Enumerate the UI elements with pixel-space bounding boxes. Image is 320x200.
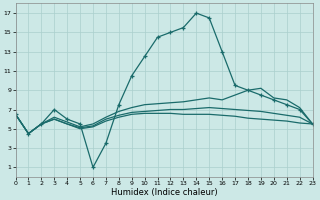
- X-axis label: Humidex (Indice chaleur): Humidex (Indice chaleur): [111, 188, 217, 197]
